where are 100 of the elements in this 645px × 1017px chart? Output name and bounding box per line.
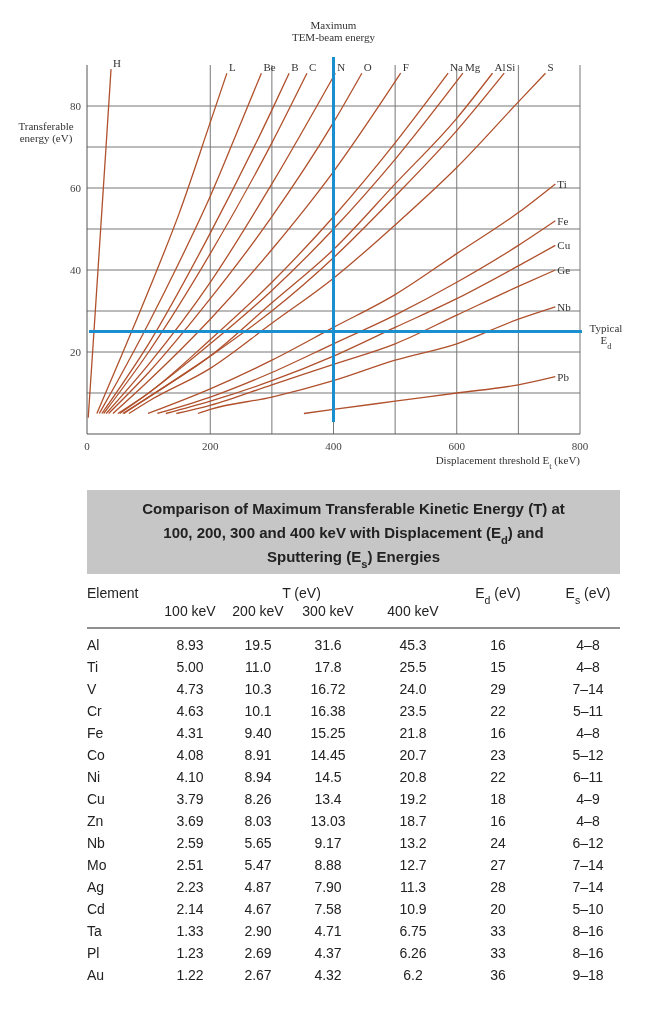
category-label: Pl (87, 945, 100, 961)
data-label: 5–11 (572, 703, 604, 719)
text: 100 keV (164, 603, 217, 619)
data-label: 8.26 (244, 791, 272, 807)
chart-title: Comparison of Maximum Transferable Kinetic Energy (T) at 100, 200, 300 and 400 keV with Displacement (E$_{d}$) and Sputtering (E$_{s}$) Energies (142, 500, 565, 570)
data-label: 4–8 (576, 659, 600, 675)
y-tick-label: 20 (70, 346, 82, 358)
series-label: Pb (557, 370, 570, 383)
data-label: 5.47 (244, 857, 272, 873)
data-label: 31.6 (314, 637, 342, 653)
category-label: Al (87, 637, 100, 653)
category-label: Zn (87, 813, 104, 829)
data-label: 2.51 (176, 857, 204, 873)
category-label: Ni (87, 769, 101, 785)
data-label: 8.94 (244, 769, 272, 785)
category-label: Au (87, 967, 105, 983)
data-label: 21.8 (399, 725, 427, 741)
data-label: 45.3 (399, 637, 427, 653)
data-label: 8–16 (572, 945, 604, 961)
data-label: 23.5 (399, 703, 427, 719)
data-label: 3.79 (176, 791, 204, 807)
data-label: 2.69 (244, 945, 272, 961)
x-tick-label: 600 (448, 440, 466, 452)
data-label: 11.3 (399, 879, 427, 895)
data-label: 9–18 (572, 967, 604, 983)
series-label: Be (263, 61, 276, 74)
data-label: 2.67 (244, 967, 272, 983)
data-label: 5.00 (176, 659, 204, 675)
data-label: 8–16 (572, 923, 604, 939)
data-label: 1.33 (176, 923, 204, 939)
series-label: H (113, 57, 122, 70)
category-label: Mo (87, 857, 107, 873)
x-tick-label: 200 (202, 440, 219, 452)
data-label: 8.03 (244, 813, 272, 829)
data-label: 36 (490, 967, 506, 983)
data-label: 16.72 (310, 681, 346, 697)
data-label: 7–14 (572, 681, 604, 697)
data-label: 6.26 (399, 945, 427, 961)
data-label: 11.0 (244, 659, 272, 675)
y-tick-label: 40 (70, 264, 82, 276)
data-label: 16 (490, 725, 506, 741)
category-label: Fe (87, 725, 104, 741)
data-label: 4.31 (176, 725, 204, 741)
data-label: 17.8 (314, 659, 342, 675)
data-label: 4.67 (244, 901, 272, 917)
series-label: B (291, 61, 299, 74)
data-label: 1.23 (176, 945, 204, 961)
ref-line-label: Typical E$_{d}$ (589, 321, 623, 350)
data-label: 13.4 (314, 791, 342, 807)
data-label: 14.5 (314, 769, 342, 785)
category-label: Cr (87, 703, 103, 719)
data-label: 2.14 (176, 901, 204, 917)
data-label: 20 (490, 901, 506, 917)
data-label: 24 (490, 835, 506, 851)
data-label: 25.5 (399, 659, 427, 675)
data-label: 23 (490, 747, 506, 763)
series-label: L (228, 61, 236, 74)
series-label: Al (494, 61, 506, 74)
data-label: 16 (490, 813, 506, 829)
category-label: Ag (87, 879, 105, 895)
data-label: 20.7 (399, 747, 427, 763)
data-label: 12.7 (399, 857, 427, 873)
series-label: C (309, 61, 317, 74)
data-label: 10.1 (244, 703, 272, 719)
y-axis-title: Transferable energy (eV) (18, 120, 74, 145)
data-label: 4.71 (314, 923, 342, 939)
category-label: Co (87, 747, 106, 763)
data-label: 16 (490, 637, 506, 653)
series-label: Na (450, 61, 464, 74)
data-label: 7–14 (572, 879, 604, 895)
category-label: Ti (87, 659, 99, 675)
data-label: 6.75 (399, 923, 427, 939)
data-label: 1.22 (176, 967, 204, 983)
series-label: Si (506, 61, 516, 74)
x-tick-label: 400 (325, 440, 343, 452)
data-label: 5.65 (244, 835, 272, 851)
data-label: 4.73 (176, 681, 204, 697)
data-label: 5–10 (572, 901, 604, 917)
data-label: 6–11 (572, 769, 604, 785)
category-label: Nb (87, 835, 106, 851)
data-label: 4.63 (176, 703, 204, 719)
legend-title: T (eV) (282, 585, 321, 601)
data-label: 18.7 (399, 813, 427, 829)
data-label: 29 (490, 681, 506, 697)
text: 200 keV (232, 603, 285, 619)
text: Element (87, 585, 139, 601)
data-label: 4.37 (314, 945, 342, 961)
data-label: 3.69 (176, 813, 204, 829)
data-label: 4–9 (576, 791, 600, 807)
data-label: 4.08 (176, 747, 204, 763)
data-label: 8.91 (244, 747, 272, 763)
series-label: Fe (557, 214, 569, 227)
x-tick-label: 0 (84, 440, 91, 452)
data-label: 19.5 (244, 637, 272, 653)
series-label: Ti (557, 177, 567, 190)
data-label: 15.25 (310, 725, 346, 741)
data-label: 8.93 (176, 637, 204, 653)
category-label: Cu (87, 791, 105, 807)
data-label: 9.40 (244, 725, 272, 741)
category-label: Ta (87, 923, 102, 939)
